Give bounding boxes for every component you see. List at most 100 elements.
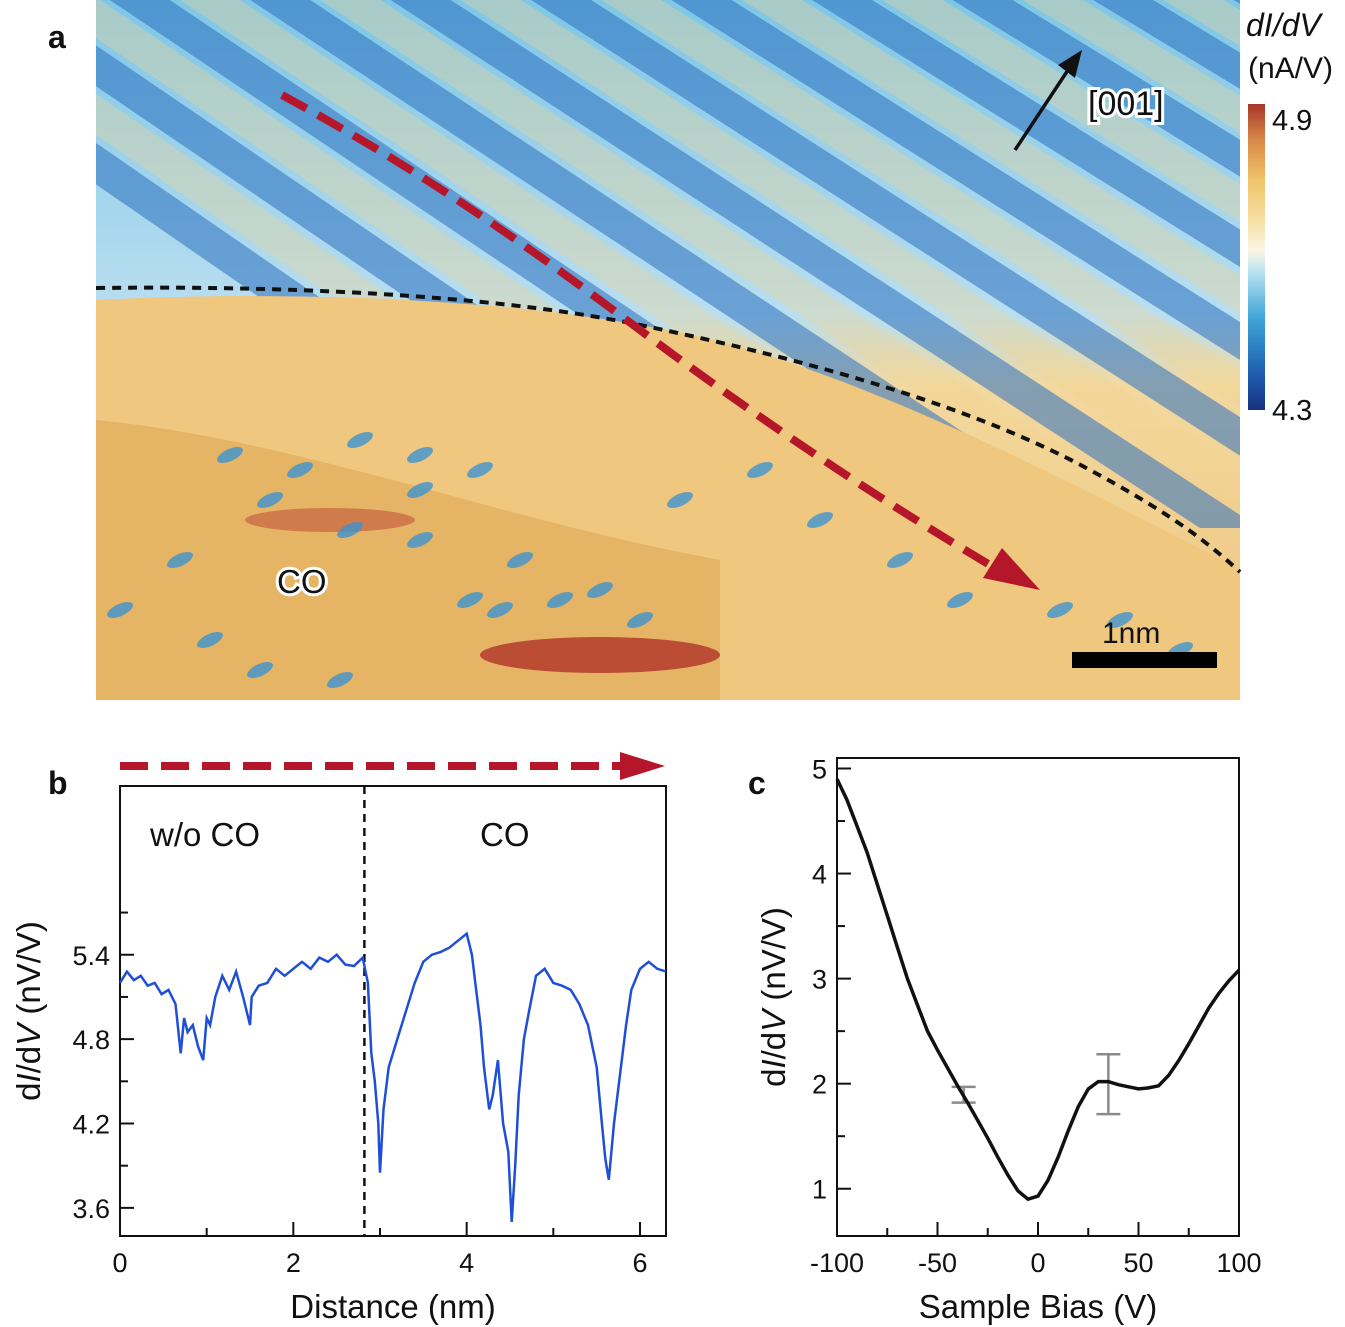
- co-blob: [487, 601, 513, 619]
- y-axis-label: dI/dV (nV/V): [755, 907, 792, 1087]
- y-tick-label: 2: [812, 1070, 827, 1100]
- direction-arrowhead: [1058, 50, 1082, 78]
- error-bars: [951, 1053, 1121, 1116]
- stripe: [741, 0, 1240, 314]
- scale-bar: [1072, 652, 1217, 668]
- spectrum-series: [835, 778, 1241, 1202]
- stripe: [1093, 0, 1240, 89]
- y-tick-label: 5: [812, 755, 827, 785]
- didv-map: [96, 0, 1345, 700]
- stripe: [601, 0, 1240, 408]
- co-blob: [587, 581, 613, 599]
- stripe: [1022, 0, 1240, 133]
- colorbar-min-label: 4.3: [1272, 395, 1312, 427]
- line-profile-series: [118, 931, 667, 1222]
- x-axis-ticks: 0 2 4 6: [112, 1222, 648, 1278]
- co-blob: [347, 431, 373, 449]
- x-axis-ticks: -100 -50 0 50 100: [810, 1222, 1262, 1278]
- y-tick-label: 4.2: [72, 1110, 110, 1140]
- y-axis-label-d1: d: [755, 1069, 792, 1087]
- y-axis-label-d1: d: [10, 1083, 47, 1101]
- y-tick-label: 3: [812, 965, 827, 995]
- colorbar-max-label: 4.9: [1272, 105, 1312, 137]
- y-tick-label: 3.6: [72, 1194, 110, 1224]
- stripe: [1233, 0, 1240, 4]
- x-tick-label: 100: [1216, 1248, 1261, 1278]
- panel-a: a [001] CO 1nm dI/dV (nA/V): [48, 0, 1345, 700]
- panel-c-label: c: [748, 765, 766, 801]
- co-blob: [407, 446, 433, 464]
- co-label: CO: [277, 563, 327, 600]
- panel-a-label: a: [48, 19, 66, 55]
- y-axis-label: dI/dV (nV/V): [10, 921, 47, 1101]
- scale-bar-label: 1nm: [1102, 617, 1160, 650]
- hot-spot-overlay: [480, 637, 720, 673]
- co-blob: [747, 461, 773, 479]
- stripe: [460, 0, 1240, 505]
- plot-b-frame: [119, 785, 667, 1237]
- panel-c: c -100 -50 0 50 100 1 2 3 4 5 Sample Bias (V) dI…: [748, 755, 1262, 1325]
- co-blob: [547, 591, 573, 609]
- x-axis-label: Sample Bias (V): [919, 1288, 1157, 1325]
- x-axis-label: Distance (nm): [290, 1288, 495, 1325]
- co-region-overlay-dark: [96, 420, 720, 700]
- co-blob: [337, 521, 363, 539]
- direction-label: [001]: [1088, 85, 1164, 123]
- stripe: [250, 0, 1120, 536]
- x-tick-label: 6: [632, 1248, 647, 1278]
- y-tick-label: 4: [812, 860, 827, 890]
- x-tick-label: -50: [918, 1248, 957, 1278]
- stripe: [531, 0, 1240, 456]
- stripe-pattern: [96, 0, 1345, 700]
- co-blob: [197, 631, 223, 649]
- y-tick-label: 1: [812, 1175, 827, 1205]
- co-blue-blobs: [107, 431, 1193, 689]
- region-label-left: w/o CO: [149, 816, 260, 853]
- co-blob: [667, 491, 693, 509]
- stripe: [882, 0, 1240, 222]
- stripe: [1163, 0, 1240, 46]
- stripe: [1340, 0, 1345, 472]
- x-tick-label: 0: [1030, 1248, 1045, 1278]
- co-blob: [887, 551, 913, 569]
- region-label-right: CO: [480, 816, 530, 853]
- y-axis-ticks: 3.6 4.2 4.8 5.4: [72, 911, 134, 1224]
- hot-spot-overlay: [245, 508, 415, 532]
- y-axis-label-d2: /d: [10, 1046, 47, 1074]
- x-tick-label: 0: [112, 1248, 127, 1278]
- co-blob: [257, 491, 283, 509]
- y-tick-label: 4.8: [72, 1025, 110, 1055]
- y-axis-label-i: I: [10, 1073, 47, 1082]
- colorbar-units: (nA/V): [1248, 52, 1333, 85]
- co-blob: [627, 611, 653, 629]
- colorbar-title: dI/dV: [1246, 7, 1323, 43]
- co-blob: [327, 671, 353, 689]
- co-blob: [947, 591, 973, 609]
- co-blob: [167, 551, 193, 569]
- panel-b-label: b: [48, 765, 68, 801]
- y-axis-label-v: V: [755, 1007, 792, 1032]
- co-blob: [1047, 601, 1073, 619]
- x-tick-label: 4: [459, 1248, 474, 1278]
- co-blob: [287, 461, 313, 479]
- direction-arrow: [1013, 63, 1074, 151]
- stripe: [320, 0, 1190, 532]
- boundary-curve: [95, 285, 1242, 574]
- y-axis-ticks: 1 2 3 4 5: [812, 755, 851, 1205]
- co-blob: [1107, 611, 1133, 629]
- line-cut-arrowhead: [983, 548, 1040, 590]
- co-blob: [407, 531, 433, 549]
- y-axis-label-units: (nV/V): [755, 907, 792, 1010]
- co-blob: [457, 591, 483, 609]
- top-red-arrowhead: [620, 752, 665, 780]
- co-blob: [467, 461, 493, 479]
- co-blob: [217, 446, 243, 464]
- y-axis-label-d2: /d: [755, 1032, 792, 1060]
- y-axis-label-i: I: [755, 1059, 792, 1068]
- panel-b: b w/o CO CO 0 2 4 6 3.6 4.2 4.8 5.4 Distance (…: [10, 752, 667, 1325]
- co-blob: [807, 511, 833, 529]
- y-axis-label-v: V: [10, 1021, 47, 1046]
- plot-c-frame: [836, 757, 1240, 1237]
- colorbar: [1248, 104, 1265, 410]
